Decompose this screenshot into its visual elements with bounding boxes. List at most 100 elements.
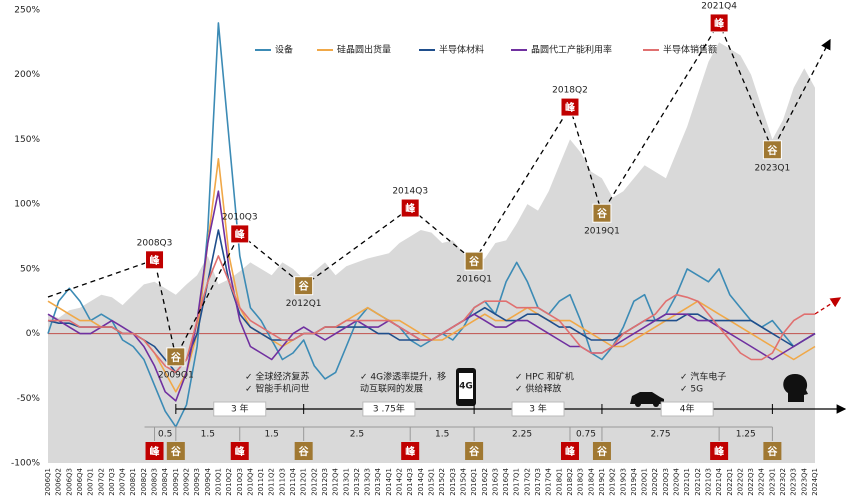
x-tick-label: 2006Q2 [55,468,63,496]
bottom-marker-box [710,442,729,460]
marker-label: 2016Q1 [456,275,492,285]
x-tick-label: 2014Q1 [385,468,393,496]
marker-box [230,224,250,244]
x-tick-label: 2016Q2 [481,468,489,496]
annotation: ✓ 4G渗透率提升，移 [360,371,446,383]
x-tick-label: 2016Q3 [491,468,499,496]
x-tick-label: 2022Q4 [758,467,766,495]
bottom-marker-box [401,442,420,460]
x-tick-label: 2006Q4 [76,467,84,495]
marker-box [560,97,580,117]
x-tick-label: 2006Q3 [65,468,73,496]
x-tick-label: 2008Q3 [151,468,159,496]
marker-kind: 峰 [150,254,161,267]
legend-label: 晶圆代工产能利用率 [531,44,612,56]
marker-box [762,140,782,160]
bottom-marker-kind: 峰 [150,445,161,458]
x-tick-label: 2012Q2 [310,468,318,496]
duration-label: 2.25 [512,430,532,440]
legend-label: 硅晶圆出货量 [337,44,391,56]
marker-kind: 谷 [597,207,608,220]
x-tick-label: 2019Q4 [630,467,638,495]
annotation: ✓ 汽车电子 [680,371,726,383]
x-tick-label: 2012Q4 [332,467,340,495]
bottom-marker-box [763,442,782,460]
y-tick-label: 250% [14,6,40,16]
x-tick-label: 2014Q2 [396,468,404,496]
x-tick-label: 2015Q2 [438,468,446,496]
x-tick-label: 2010Q4 [246,467,254,495]
x-tick-label: 2009Q3 [193,468,201,496]
x-tick-label: 2010Q2 [225,468,233,496]
bottom-marker-box [294,442,313,460]
duration-label: 2.5 [350,430,364,440]
x-tick-label: 2020Q2 [651,468,659,496]
bottom-marker-box [145,442,164,460]
x-tick-label: 2021Q1 [683,468,691,496]
marker-kind: 谷 [171,351,182,364]
y-tick-label: 100% [14,200,40,210]
x-tick-label: 2023Q4 [800,467,808,495]
x-tick-label: 2007Q4 [119,467,127,495]
marker-label: 2008Q3 [137,238,173,248]
cycle-label: 3 .75年 [373,403,405,415]
marker-box [294,276,314,296]
duration-label: 0.75 [576,430,596,440]
x-tick-label: 2012Q3 [321,468,329,496]
x-tick-label: 2021Q4 [715,467,723,495]
cycle-box [362,401,416,417]
annotation: ✓ 供给释放 [515,383,561,395]
marker-label: 2021Q4 [701,1,737,11]
bottom-marker-kind: 峰 [405,445,416,458]
cycle-label: 3 年 [529,403,547,415]
x-tick-label: 2024Q1 [811,468,819,496]
x-tick-label: 2008Q1 [129,468,137,496]
x-tick-label: 2019Q3 [619,468,627,496]
bottom-marker-box [166,442,185,460]
marker-label: 2010Q3 [222,212,258,222]
x-tick-label: 2015Q4 [459,467,467,495]
cycle-label: 4年 [680,403,695,415]
x-tick-label: 2019Q2 [609,468,617,496]
marker-box [592,203,612,223]
icon-label: 4G [459,382,473,392]
duration-label: 1.5 [435,430,449,440]
y-tick-label: -50% [17,394,41,404]
x-tick-label: 2007Q2 [97,468,105,496]
y-tick-label: 150% [14,135,40,145]
bottom-marker-kind: 谷 [299,445,310,458]
annotation: ✓ 5G [680,385,703,395]
y-tick-label: -100% [11,459,40,469]
cycle-box [511,401,565,417]
marker-label: 2019Q1 [584,227,620,237]
marker-kind: 峰 [405,202,416,215]
x-tick-label: 2012Q1 [300,468,308,496]
marker-label: 2012Q1 [286,299,322,309]
marker-kind: 峰 [565,101,576,114]
x-tick-label: 2011Q3 [278,468,286,496]
area [48,42,815,464]
bottom-marker-kind: 谷 [171,445,182,458]
bottom-marker-kind: 谷 [469,445,480,458]
x-tick-label: 2011Q2 [268,468,276,496]
x-tick-label: 2009Q4 [204,467,212,495]
x-tick-label: 2010Q1 [214,468,222,496]
x-tick-label: 2017Q1 [513,468,521,496]
duration-label: 1.5 [265,430,279,440]
bottom-marker-box [230,442,249,460]
x-tick-label: 2018Q4 [587,467,595,495]
x-tick-label: 2017Q4 [545,467,553,495]
x-tick-label: 2009Q1 [172,468,180,496]
x-tick-label: 2017Q2 [523,468,531,496]
marker-label: 2023Q1 [755,163,791,173]
marker-kind: 谷 [469,255,480,268]
marker-kind: 谷 [767,144,778,157]
x-tick-label: 2020Q1 [641,468,649,496]
marker-kind: 峰 [235,228,246,241]
bottom-marker-kind: 谷 [767,445,778,458]
x-tick-label: 2018Q2 [566,468,574,496]
duration-label: 1.5 [201,430,215,440]
bottom-marker-kind: 谷 [597,445,608,458]
x-tick-label: 2022Q2 [736,468,744,496]
x-tick-label: 2013Q2 [353,468,361,496]
